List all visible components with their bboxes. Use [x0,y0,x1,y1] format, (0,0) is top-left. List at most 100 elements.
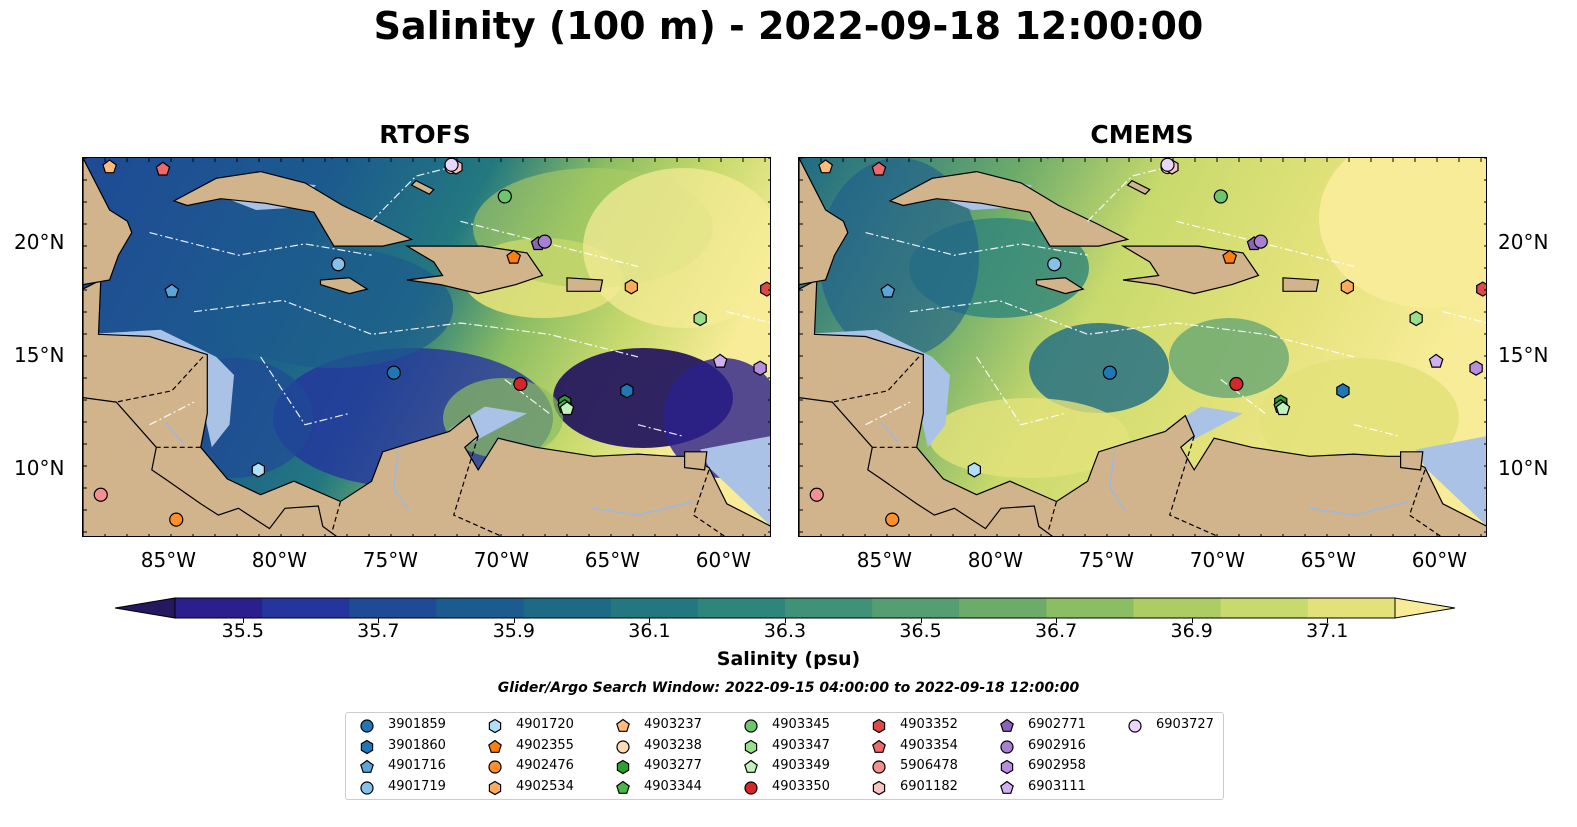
legend-label: 4902355 [516,737,574,753]
legend-label: 3901859 [388,717,446,732]
legend-marker-4902476[interactable] [488,760,502,774]
float-marker-4901719[interactable] [1047,257,1062,272]
colorbar-tick-label: 36.9 [1170,620,1213,642]
float-marker-4903350[interactable] [513,376,528,392]
float-marker-4903345[interactable] [497,189,512,204]
float-marker-3901860[interactable] [1336,383,1350,399]
legend-marker-4903238[interactable] [616,739,630,754]
lon-tick-label: 85°W [856,548,913,572]
legend-label: 4903345 [772,717,830,732]
float-marker-4903352[interactable] [760,281,771,297]
legend-marker-4901719[interactable] [360,780,374,795]
float-marker-4903345[interactable] [1213,189,1228,204]
colorbar-tick-label: 37.1 [1306,620,1349,642]
float-marker-4903237[interactable] [102,159,118,174]
float-marker-4901716[interactable] [880,283,896,298]
float-marker-5906478[interactable] [93,487,108,502]
legend-marker-4901720[interactable] [488,718,502,734]
float-marker-4902534[interactable] [624,279,639,295]
legend-marker-4903277[interactable] [616,759,630,775]
legend-marker-4902534[interactable] [488,780,502,795]
legend-label: 4902476 [516,758,574,773]
float-marker-4902476[interactable] [169,512,184,527]
float-marker-4903237[interactable] [818,159,834,174]
float-marker-6903111[interactable] [712,353,728,368]
lat-tick-label-left: 20°N [14,229,65,254]
figure-title: Salinity (100 m) - 2022-09-18 12:00:00 [373,4,1204,48]
legend-label: 6903111 [1028,778,1086,794]
float-marker-4901716[interactable] [164,283,180,298]
float-marker-4903354[interactable] [155,161,171,176]
legend-marker-6902916[interactable] [1000,739,1014,754]
lat-tick-label-right: 15°N [1498,342,1549,367]
float-marker-4902534[interactable] [1340,279,1355,295]
float-marker-3901859[interactable] [386,365,401,380]
legend-marker-4903345[interactable] [744,719,758,733]
legend-label: 4903238 [644,737,702,753]
legend-marker-4903237[interactable] [616,718,630,732]
colorbar-segment [697,598,786,618]
float-marker-4903349[interactable] [559,401,575,416]
float-marker-4903352[interactable] [1476,281,1487,297]
float-marker-3901859[interactable] [1102,365,1117,380]
search-window-text: Glider/Argo Search Window: 2022-09-15 04… [497,680,1080,696]
lon-tick-label: 70°W [1189,548,1246,572]
lat-tick-label-left: 15°N [14,342,65,367]
map-panel-cmems[interactable] [798,157,1487,537]
legend-marker-3901860[interactable] [360,739,374,754]
legend-marker-4903349[interactable] [744,759,758,773]
legend-label: 4903349 [772,758,830,773]
float-marker-6903111[interactable] [1428,353,1444,368]
float-marker-4902355[interactable] [1222,249,1238,264]
colorbar-tick-label: 36.3 [763,620,807,642]
float-marker-6902958[interactable] [1469,360,1483,376]
legend-marker-4903354[interactable] [872,739,886,753]
float-marker-4901720[interactable] [251,462,265,478]
legend-marker-6903111[interactable] [1000,780,1014,794]
float-marker-6902916[interactable] [537,234,552,249]
legend-label: 6901182 [900,778,958,794]
lat-tick-label-left: 10°N [14,455,65,480]
colorbar-segment [610,598,699,618]
float-marker-6903727[interactable] [444,158,459,172]
float-marker-4903350[interactable] [1229,376,1244,392]
legend-marker-6902958[interactable] [1000,759,1014,775]
legend-marker-4903344[interactable] [616,780,630,794]
legend-marker-6901182[interactable] [872,780,886,795]
colorbar-tick-label: 36.5 [899,620,942,642]
colorbar-tick-label: 35.7 [357,620,400,642]
legend-label: 4901716 [388,758,446,773]
float-marker-6903727[interactable] [1160,158,1175,172]
float-marker-4902476[interactable] [885,512,900,527]
legend-marker-6903727[interactable] [1128,719,1142,733]
float-marker-4901719[interactable] [331,257,346,272]
float-marker-4903349[interactable] [1275,401,1291,416]
float-marker-4902355[interactable] [506,249,522,264]
legend-marker-4903347[interactable] [744,739,758,754]
legend-marker-4903350[interactable] [744,780,758,795]
float-marker-4903354[interactable] [871,161,887,176]
float-marker-4901720[interactable] [967,462,981,478]
legend-marker-3901859[interactable] [360,719,374,733]
legend-marker-4903352[interactable] [872,718,886,734]
map-panel-rtofs[interactable] [82,157,771,537]
legend-marker-4901716[interactable] [360,759,374,773]
lat-tick-label-right: 20°N [1498,229,1549,254]
lon-tick-label: 80°W [967,548,1024,572]
float-marker-4903347[interactable] [1409,310,1423,327]
legend-label: 6902958 [1028,758,1086,773]
float-marker-6902916[interactable] [1253,234,1268,249]
colorbar-segment [175,598,263,618]
float-marker-5906478[interactable] [809,487,824,502]
legend-marker-5906478[interactable] [872,760,886,774]
colorbar-segment [872,598,960,618]
legend-marker-4902355[interactable] [488,739,502,753]
colorbar-segment [349,598,437,618]
float-marker-3901860[interactable] [620,383,634,399]
legend-marker-6902771[interactable] [1000,718,1014,732]
colorbar-segment [1046,598,1135,618]
lon-tick-label: 75°W [1078,548,1135,572]
float-marker-4903347[interactable] [693,310,707,327]
float-marker-6902958[interactable] [753,360,767,376]
legend-label: 4903277 [644,758,702,773]
